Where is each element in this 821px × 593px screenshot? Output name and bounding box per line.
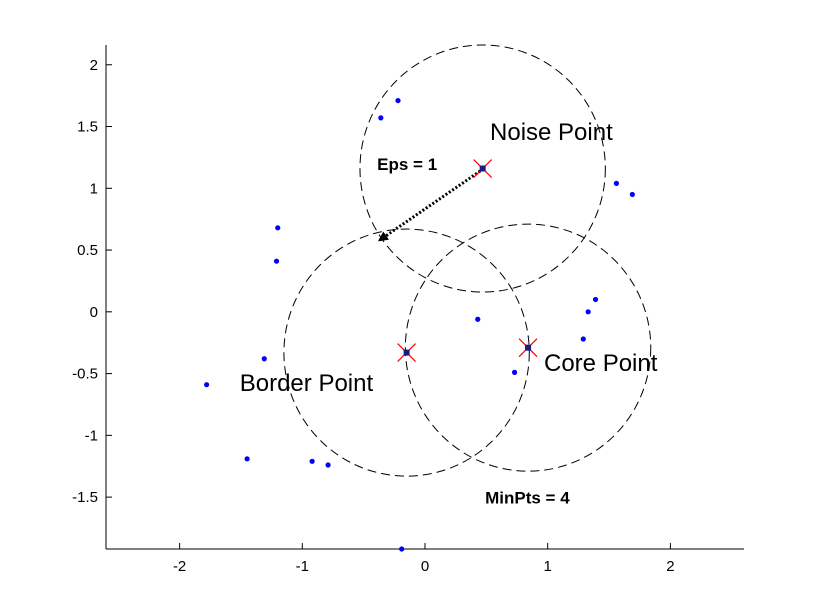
core-point-marker — [518, 338, 538, 358]
data-point — [261, 356, 267, 362]
axes: -2 -1 0 1 2 -1.5 -1 -0.5 0 0.5 1 1.5 2 — [72, 45, 744, 575]
border-point-label: Border Point — [240, 370, 374, 397]
data-point — [395, 97, 401, 104]
x-tick-label: 1 — [544, 558, 552, 575]
eps-circle — [283, 228, 530, 477]
y-tick-label: -0.5 — [72, 366, 98, 383]
y-tick-label: -1 — [85, 427, 98, 444]
data-point — [399, 546, 405, 552]
data-point — [511, 369, 518, 375]
eps-circles — [283, 44, 652, 477]
data-point — [580, 336, 586, 342]
y-tick-label: -1.5 — [72, 489, 98, 506]
data-point — [309, 458, 315, 464]
noise-point-label: Noise Point — [490, 119, 613, 146]
eps-label: Eps = 1 — [377, 155, 437, 174]
x-tick-label: 2 — [666, 558, 674, 575]
eps-arrow — [377, 169, 482, 242]
data-point — [325, 462, 331, 468]
special-points — [397, 159, 538, 363]
marker-center — [479, 165, 486, 172]
data-point — [629, 191, 635, 198]
annotations: Noise Point Core Point Border Point Eps … — [240, 119, 658, 507]
eps-arrow-group — [377, 169, 482, 242]
data-point — [585, 309, 591, 315]
marker-center — [525, 344, 532, 351]
border-point-marker — [397, 343, 417, 363]
y-tick-label: 2 — [90, 57, 98, 74]
minpts-label: MinPts = 4 — [485, 488, 570, 507]
data-point — [275, 225, 281, 231]
data-point — [204, 382, 210, 388]
core-point-label: Core Point — [544, 350, 658, 377]
data-point — [378, 115, 384, 121]
data-point — [475, 316, 481, 322]
x-tick-label: 0 — [421, 558, 429, 575]
y-tick-label: 1 — [90, 180, 98, 197]
y-tick-label: 0.5 — [77, 242, 98, 259]
marker-center — [403, 349, 410, 356]
eps-circle — [404, 223, 652, 472]
x-tick-label: -1 — [296, 558, 309, 575]
x-tick-label: -2 — [173, 558, 186, 575]
eps-circle — [359, 44, 606, 293]
data-point — [273, 258, 280, 264]
y-tick-label: 1.5 — [77, 119, 98, 136]
noise-point-marker — [473, 159, 493, 178]
y-tick-label: 0 — [90, 304, 98, 321]
data-point — [613, 180, 620, 186]
data-point — [244, 456, 250, 462]
data-points — [204, 97, 635, 552]
data-point — [592, 296, 599, 303]
